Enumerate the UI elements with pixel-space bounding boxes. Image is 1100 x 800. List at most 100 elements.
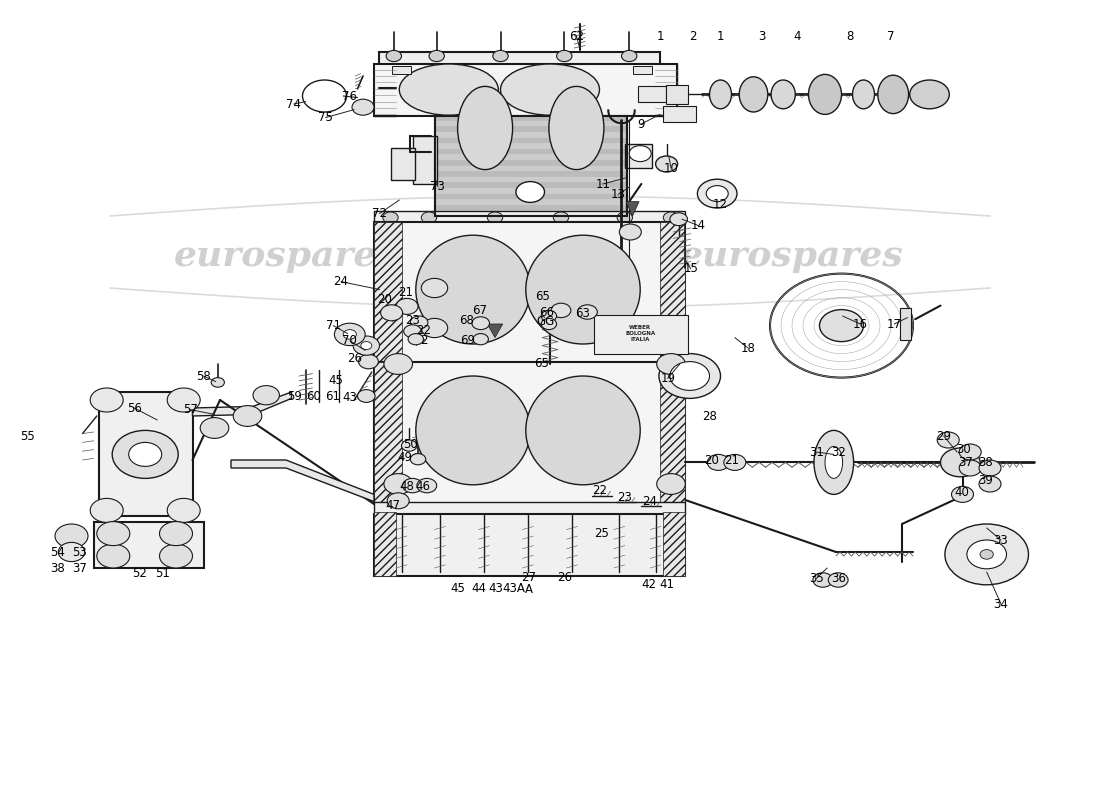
Text: 58: 58 xyxy=(196,370,211,382)
Polygon shape xyxy=(626,202,639,216)
Circle shape xyxy=(408,334,424,345)
Text: 28: 28 xyxy=(702,410,717,422)
Ellipse shape xyxy=(458,86,513,170)
Text: 15: 15 xyxy=(683,262,698,275)
Circle shape xyxy=(952,486,974,502)
Text: 60: 60 xyxy=(306,390,321,402)
Circle shape xyxy=(402,440,417,451)
Bar xyxy=(374,64,676,116)
Text: 65: 65 xyxy=(534,358,549,370)
Text: 23: 23 xyxy=(617,491,632,504)
Text: 4: 4 xyxy=(794,30,801,42)
Text: 20: 20 xyxy=(704,454,719,466)
Text: 24: 24 xyxy=(333,275,349,288)
Text: 43: 43 xyxy=(342,391,358,404)
Circle shape xyxy=(487,212,503,223)
Text: 50: 50 xyxy=(403,438,418,450)
Circle shape xyxy=(90,498,123,522)
Text: 7: 7 xyxy=(888,30,894,42)
Text: 68: 68 xyxy=(459,314,474,326)
Circle shape xyxy=(200,418,229,438)
Circle shape xyxy=(129,442,162,466)
Circle shape xyxy=(657,474,685,494)
Circle shape xyxy=(657,354,685,374)
Circle shape xyxy=(383,212,398,223)
Circle shape xyxy=(211,378,224,387)
Text: 17: 17 xyxy=(887,318,902,330)
Bar xyxy=(392,66,411,74)
Bar xyxy=(434,194,627,199)
Text: 39: 39 xyxy=(978,474,993,486)
Text: 43A: 43A xyxy=(503,582,525,594)
Text: 13: 13 xyxy=(610,188,626,201)
Text: 72: 72 xyxy=(372,207,387,220)
Bar xyxy=(374,64,396,116)
Circle shape xyxy=(359,354,378,369)
Ellipse shape xyxy=(416,235,530,344)
Bar xyxy=(434,166,627,171)
Text: 47: 47 xyxy=(385,499,400,512)
Text: 43: 43 xyxy=(488,582,504,594)
Circle shape xyxy=(557,50,572,62)
Bar xyxy=(900,308,911,340)
Circle shape xyxy=(387,493,409,509)
Bar xyxy=(434,115,627,121)
Text: 57: 57 xyxy=(183,403,198,416)
Circle shape xyxy=(706,186,728,202)
Circle shape xyxy=(578,305,597,319)
Ellipse shape xyxy=(878,75,909,114)
Text: 3: 3 xyxy=(759,30,766,42)
Text: 1: 1 xyxy=(657,30,663,42)
Text: 18: 18 xyxy=(740,342,756,354)
Text: 31: 31 xyxy=(808,446,824,458)
Bar xyxy=(654,64,676,116)
Circle shape xyxy=(403,478,422,493)
Circle shape xyxy=(58,542,85,562)
Ellipse shape xyxy=(814,430,854,494)
Circle shape xyxy=(167,498,200,522)
Circle shape xyxy=(90,388,123,412)
Ellipse shape xyxy=(710,80,732,109)
Circle shape xyxy=(97,522,130,546)
Circle shape xyxy=(358,390,375,402)
Bar xyxy=(594,315,688,354)
Circle shape xyxy=(352,99,374,115)
Text: 29: 29 xyxy=(936,430,952,442)
Circle shape xyxy=(112,430,178,478)
Text: 45: 45 xyxy=(450,582,465,594)
Ellipse shape xyxy=(549,86,604,170)
Text: 67: 67 xyxy=(472,304,487,317)
Text: 55: 55 xyxy=(20,430,35,442)
Text: 37: 37 xyxy=(72,562,87,574)
Bar xyxy=(625,144,652,168)
Text: 2: 2 xyxy=(690,30,696,42)
Text: 21: 21 xyxy=(398,286,414,298)
Text: 73: 73 xyxy=(430,180,446,193)
Text: 63: 63 xyxy=(575,307,591,320)
Bar xyxy=(434,177,627,182)
Text: 65: 65 xyxy=(535,290,550,302)
Circle shape xyxy=(410,454,426,465)
Text: 33: 33 xyxy=(993,534,1009,546)
Text: 52: 52 xyxy=(132,567,147,580)
Ellipse shape xyxy=(825,446,843,478)
Text: 2: 2 xyxy=(420,334,427,346)
Text: 62: 62 xyxy=(569,30,584,42)
Text: 22: 22 xyxy=(592,484,607,497)
Circle shape xyxy=(417,478,437,493)
Circle shape xyxy=(959,444,981,460)
Bar xyxy=(434,132,627,138)
Bar xyxy=(434,210,627,216)
Text: 71: 71 xyxy=(326,319,341,332)
Text: 42: 42 xyxy=(641,578,657,590)
Ellipse shape xyxy=(852,80,874,109)
Text: 16: 16 xyxy=(852,318,868,330)
Ellipse shape xyxy=(526,235,640,344)
Circle shape xyxy=(659,354,720,398)
Circle shape xyxy=(945,524,1028,585)
Circle shape xyxy=(828,573,848,587)
Circle shape xyxy=(553,212,569,223)
Ellipse shape xyxy=(399,64,498,115)
Bar xyxy=(390,148,415,180)
Circle shape xyxy=(707,454,729,470)
